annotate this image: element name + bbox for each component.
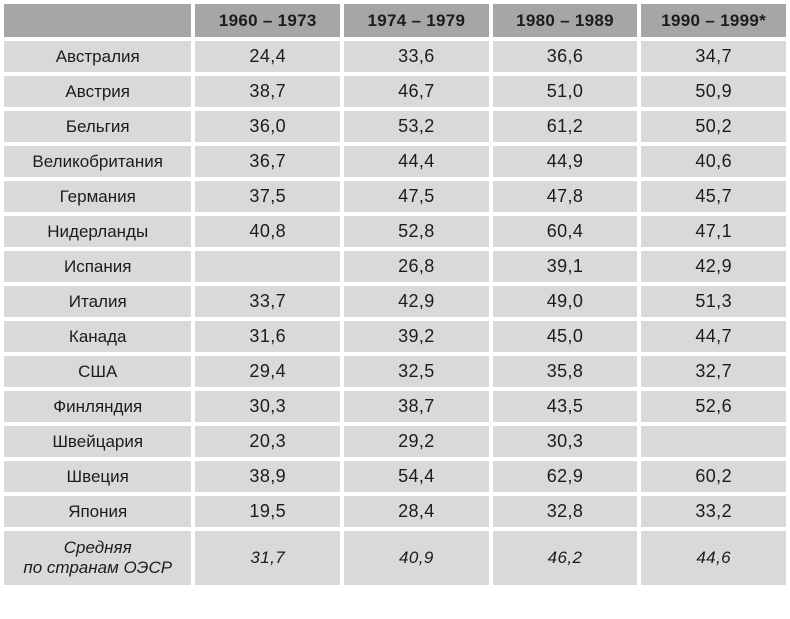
table-row: Великобритания 36,7 44,4 44,9 40,6 [4, 146, 786, 177]
value-cell: 30,3 [492, 426, 638, 457]
country-label-cell: Швеция [4, 461, 192, 492]
value-cell: 52,8 [344, 216, 489, 247]
table-row: Испания 26,8 39,1 42,9 [4, 251, 786, 282]
table-body: Австралия 24,4 33,6 36,6 34,7 Австрия 38,7 46,7… [4, 41, 786, 585]
value-cell: 44,9 [492, 146, 638, 177]
value-cell [641, 426, 786, 457]
value-cell [195, 251, 341, 282]
value-cell: 47,5 [344, 181, 489, 212]
value-cell: 52,6 [641, 391, 786, 422]
value-cell: 40,8 [195, 216, 341, 247]
data-table: 1960 – 1973 1974 – 1979 1980 – 1989 1990 – … [4, 4, 786, 585]
value-cell: 50,2 [641, 111, 786, 142]
table-row: Бельгия 36,0 53,2 61,2 50,2 [4, 111, 786, 142]
value-cell: 39,1 [492, 251, 638, 282]
header-period-cell: 1960 – 1973 [195, 4, 341, 37]
header-period-cell: 1990 – 1999* [641, 4, 786, 37]
table-row: Нидерланды 40,8 52,8 60,4 47,1 [4, 216, 786, 247]
value-cell: 24,4 [195, 41, 341, 72]
value-cell: 54,4 [344, 461, 489, 492]
value-cell: 44,7 [641, 321, 786, 352]
table-row: Австралия 24,4 33,6 36,6 34,7 [4, 41, 786, 72]
header-period-cell: 1980 – 1989 [492, 4, 638, 37]
table-row: Япония 19,5 28,4 32,8 33,2 [4, 496, 786, 527]
value-cell: 30,3 [195, 391, 341, 422]
value-cell: 45,7 [641, 181, 786, 212]
table-row: Швеция 38,9 54,4 62,9 60,2 [4, 461, 786, 492]
header-row: 1960 – 1973 1974 – 1979 1980 – 1989 1990 – … [4, 4, 786, 37]
value-cell: 51,0 [492, 76, 638, 107]
value-cell: 62,9 [492, 461, 638, 492]
table-row: Германия 37,5 47,5 47,8 45,7 [4, 181, 786, 212]
country-label-cell: Италия [4, 286, 192, 317]
table-row: Швейцария 20,3 29,2 30,3 [4, 426, 786, 457]
value-cell: 42,9 [641, 251, 786, 282]
value-cell: 46,7 [344, 76, 489, 107]
value-cell: 28,4 [344, 496, 489, 527]
value-cell: 60,2 [641, 461, 786, 492]
value-cell: 34,7 [641, 41, 786, 72]
value-cell: 19,5 [195, 496, 341, 527]
value-cell: 37,5 [195, 181, 341, 212]
country-label-cell: Германия [4, 181, 192, 212]
value-cell: 39,2 [344, 321, 489, 352]
value-cell: 38,7 [195, 76, 341, 107]
value-cell: 47,8 [492, 181, 638, 212]
value-cell: 20,3 [195, 426, 341, 457]
value-cell: 42,9 [344, 286, 489, 317]
header-corner-cell [4, 4, 192, 37]
country-label-cell: Канада [4, 321, 192, 352]
value-cell: 33,2 [641, 496, 786, 527]
country-label-cell: Средняя по странам ОЭСР [4, 531, 192, 585]
value-cell: 49,0 [492, 286, 638, 317]
country-label-cell: Австралия [4, 41, 192, 72]
country-label-cell: Финляндия [4, 391, 192, 422]
country-label-cell: Швейцария [4, 426, 192, 457]
country-label-cell: Испания [4, 251, 192, 282]
value-cell: 43,5 [492, 391, 638, 422]
value-cell: 45,0 [492, 321, 638, 352]
table-row: Канада 31,6 39,2 45,0 44,7 [4, 321, 786, 352]
value-cell: 29,4 [195, 356, 341, 387]
value-cell: 46,2 [492, 531, 638, 585]
value-cell: 26,8 [344, 251, 489, 282]
value-cell: 40,9 [344, 531, 489, 585]
value-cell: 40,6 [641, 146, 786, 177]
value-cell: 33,7 [195, 286, 341, 317]
value-cell: 60,4 [492, 216, 638, 247]
header-period-cell: 1974 – 1979 [344, 4, 489, 37]
value-cell: 47,1 [641, 216, 786, 247]
value-cell: 61,2 [492, 111, 638, 142]
value-cell: 32,7 [641, 356, 786, 387]
value-cell: 44,4 [344, 146, 489, 177]
table-row: США 29,4 32,5 35,8 32,7 [4, 356, 786, 387]
value-cell: 36,0 [195, 111, 341, 142]
country-label-cell: США [4, 356, 192, 387]
value-cell: 32,5 [344, 356, 489, 387]
value-cell: 51,3 [641, 286, 786, 317]
value-cell: 38,9 [195, 461, 341, 492]
country-label-cell: Великобритания [4, 146, 192, 177]
country-label-cell: Австрия [4, 76, 192, 107]
value-cell: 38,7 [344, 391, 489, 422]
value-cell: 36,7 [195, 146, 341, 177]
table-row: Италия 33,7 42,9 49,0 51,3 [4, 286, 786, 317]
value-cell: 44,6 [641, 531, 786, 585]
value-cell: 35,8 [492, 356, 638, 387]
value-cell: 33,6 [344, 41, 489, 72]
value-cell: 32,8 [492, 496, 638, 527]
value-cell: 31,6 [195, 321, 341, 352]
value-cell: 53,2 [344, 111, 489, 142]
oecd-average-row: Средняя по странам ОЭСР 31,7 40,9 46,2 44,6 [4, 531, 786, 585]
country-label-cell: Япония [4, 496, 192, 527]
country-label-cell: Нидерланды [4, 216, 192, 247]
table-row: Финляндия 30,3 38,7 43,5 52,6 [4, 391, 786, 422]
value-cell: 50,9 [641, 76, 786, 107]
country-label-cell: Бельгия [4, 111, 192, 142]
table-row: Австрия 38,7 46,7 51,0 50,9 [4, 76, 786, 107]
value-cell: 36,6 [492, 41, 638, 72]
value-cell: 29,2 [344, 426, 489, 457]
value-cell: 31,7 [195, 531, 341, 585]
